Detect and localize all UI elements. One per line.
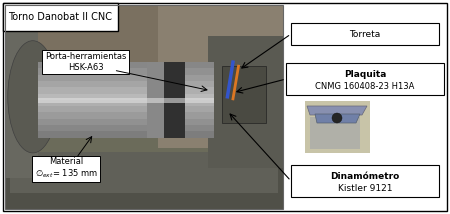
Text: Material
$\emptyset_{ext}$= 135 mm: Material $\emptyset_{ext}$= 135 mm <box>35 157 98 180</box>
Bar <box>3 3 118 31</box>
Bar <box>291 23 439 45</box>
Bar <box>38 62 213 138</box>
Bar <box>5 5 283 209</box>
Text: Plaquita: Plaquita <box>344 70 386 79</box>
Text: Dinamómetro: Dinamómetro <box>330 172 400 181</box>
Bar <box>5 5 283 117</box>
Bar <box>5 158 283 209</box>
Bar <box>10 152 278 193</box>
Polygon shape <box>307 106 367 115</box>
Bar <box>38 93 213 100</box>
Bar <box>38 68 213 75</box>
Circle shape <box>332 113 342 123</box>
Bar <box>38 98 213 103</box>
Text: Torno Danobat II CNC: Torno Danobat II CNC <box>8 12 112 22</box>
Bar <box>38 87 213 94</box>
Bar <box>158 5 283 148</box>
Bar <box>38 62 213 68</box>
Bar <box>5 5 283 209</box>
Bar <box>38 80 213 87</box>
Bar <box>286 63 444 95</box>
Text: Kistler 9121: Kistler 9121 <box>338 184 392 193</box>
Bar <box>38 118 213 125</box>
Bar <box>38 99 213 106</box>
Bar <box>164 62 185 138</box>
Text: CNMG 160408-23 H13A: CNMG 160408-23 H13A <box>315 82 415 91</box>
Bar <box>38 106 213 112</box>
Text: Torreta: Torreta <box>349 30 381 39</box>
Bar <box>305 101 370 153</box>
Bar <box>38 74 213 81</box>
Bar <box>222 66 266 123</box>
Bar <box>38 125 213 131</box>
Bar <box>38 112 213 119</box>
Polygon shape <box>315 114 360 123</box>
Text: Porta-herramientas
HSK-A63: Porta-herramientas HSK-A63 <box>45 52 126 72</box>
Bar <box>208 36 283 168</box>
Bar <box>38 131 213 138</box>
Bar <box>291 165 439 197</box>
Bar <box>5 25 38 178</box>
Bar <box>310 117 360 149</box>
Bar <box>147 62 164 138</box>
Ellipse shape <box>8 41 58 153</box>
